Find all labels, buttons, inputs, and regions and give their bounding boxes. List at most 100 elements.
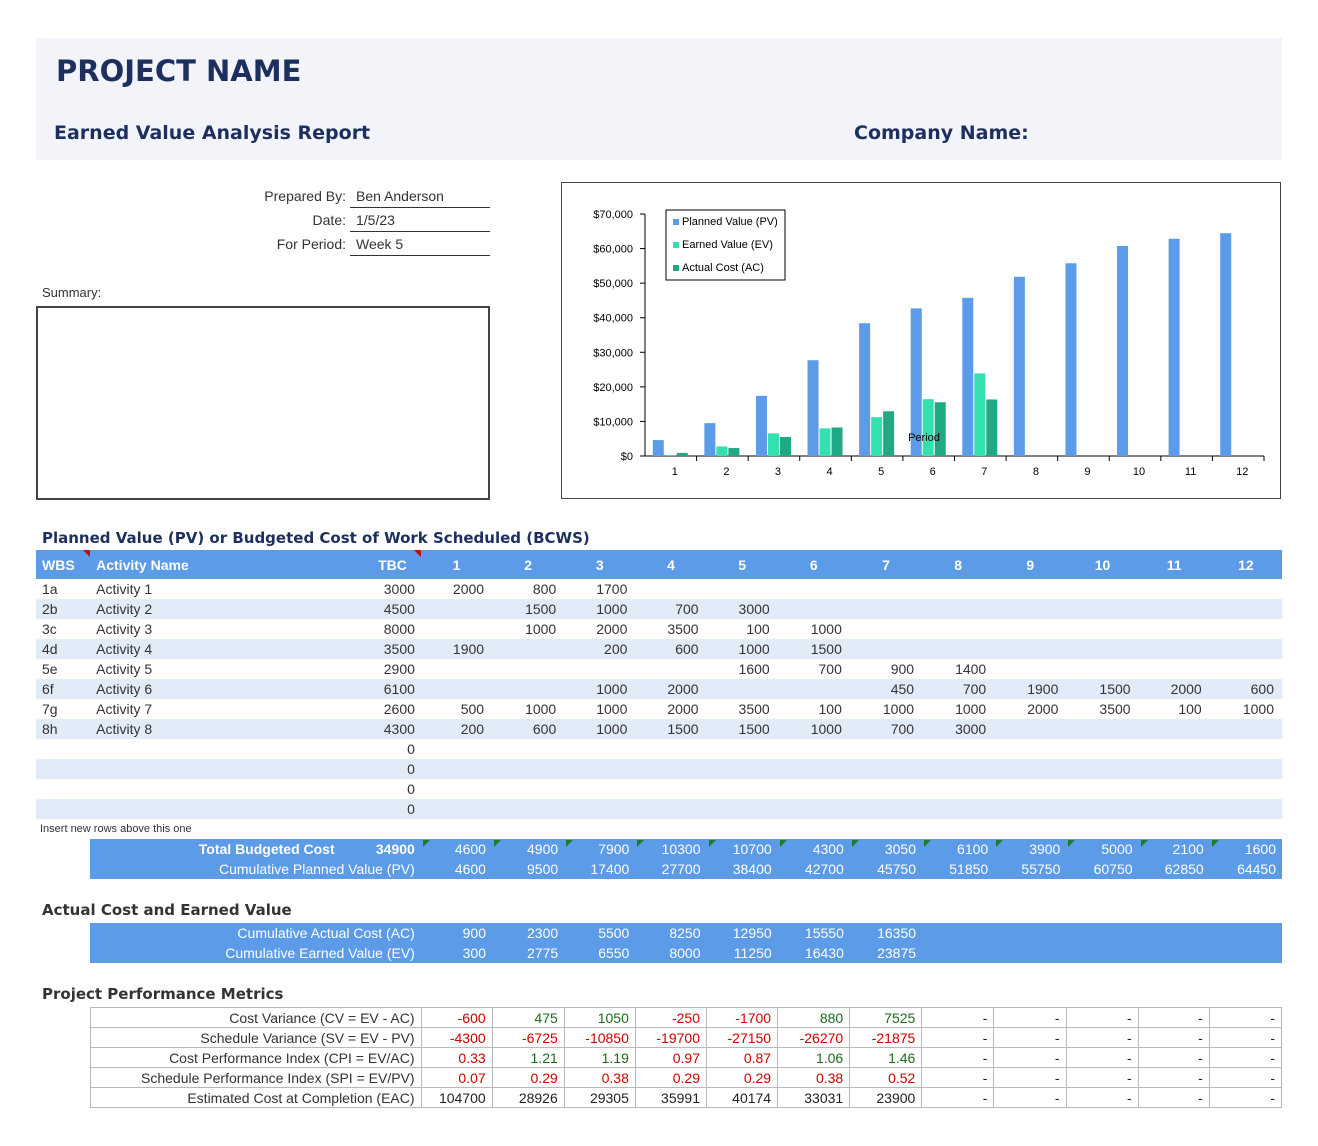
period-value-cell[interactable]: 100 xyxy=(818,701,842,717)
bar-ev-period-2[interactable] xyxy=(716,446,728,456)
period-value-cell[interactable]: 1500 xyxy=(706,719,778,739)
tbc-cell[interactable]: 3000 xyxy=(383,581,415,597)
wbs-cell[interactable]: 6f xyxy=(36,679,91,699)
period-field[interactable]: Week 5 xyxy=(350,236,490,256)
bar-pv-period-5[interactable] xyxy=(859,323,871,456)
period-value-cell[interactable] xyxy=(922,799,995,819)
period-value-cell[interactable] xyxy=(922,739,994,759)
prepared-by-field[interactable]: Ben Anderson xyxy=(350,188,490,208)
period-value-cell[interactable]: 800 xyxy=(532,581,557,597)
period-value-cell[interactable] xyxy=(850,619,922,639)
bar-ac-period-2[interactable] xyxy=(728,448,740,456)
cumulative-ac-cell[interactable] xyxy=(1138,923,1210,943)
period-value-cell[interactable]: 3500 xyxy=(667,621,699,637)
cumulative-ac-cell[interactable]: 15550 xyxy=(777,923,850,943)
period-value-cell[interactable]: 1000 xyxy=(564,679,636,699)
wbs-cell[interactable]: 3c xyxy=(42,621,57,637)
period-value-cell[interactable] xyxy=(778,579,850,599)
period-value-cell[interactable] xyxy=(849,639,923,659)
period-value-cell[interactable] xyxy=(1139,779,1210,799)
period-value-cell[interactable]: 2000 xyxy=(596,621,628,637)
period-value-cell[interactable] xyxy=(994,639,1067,659)
bar-ac-period-3[interactable] xyxy=(779,436,791,456)
cumulative-ev-cell[interactable] xyxy=(1209,943,1282,963)
period-value-cell[interactable] xyxy=(707,739,778,759)
period-value-cell[interactable] xyxy=(1066,579,1138,599)
period-value-cell[interactable]: 1000 xyxy=(525,701,557,717)
period-value-cell[interactable]: 600 xyxy=(635,639,707,659)
period-value-cell[interactable]: 700 xyxy=(818,661,842,677)
activity-name-cell[interactable] xyxy=(90,779,341,799)
period-value-cell[interactable] xyxy=(635,579,706,599)
period-value-cell[interactable]: 500 xyxy=(460,701,485,717)
period-value-cell[interactable] xyxy=(420,599,493,619)
wbs-cell[interactable] xyxy=(36,739,90,759)
tbc-cell[interactable]: 6100 xyxy=(340,679,421,699)
tbc-cell[interactable]: 2900 xyxy=(383,661,415,677)
bar-pv-period-10[interactable] xyxy=(1117,245,1129,456)
period-value-cell[interactable] xyxy=(850,739,922,759)
period-value-cell[interactable]: 1000 xyxy=(777,719,850,739)
period-value-cell[interactable]: 600 xyxy=(1209,679,1282,699)
period-value-cell[interactable] xyxy=(1210,619,1282,639)
header-period-8[interactable]: 8 xyxy=(922,550,995,579)
period-value-cell[interactable] xyxy=(849,599,923,619)
cumulative-ev-cell[interactable]: 16430 xyxy=(777,943,850,963)
period-value-cell[interactable]: 2000 xyxy=(635,679,707,699)
bar-pv-period-7[interactable] xyxy=(962,297,974,456)
period-value-cell[interactable] xyxy=(564,739,635,759)
cumulative-ac-cell[interactable]: 8250 xyxy=(635,923,707,943)
activity-name-cell[interactable]: Activity 5 xyxy=(96,661,153,677)
cumulative-ac-cell[interactable]: 5500 xyxy=(564,923,636,943)
period-value-cell[interactable]: 1500 xyxy=(635,719,707,739)
wbs-cell[interactable]: 1a xyxy=(42,581,58,597)
period-value-cell[interactable] xyxy=(706,799,778,819)
period-value-cell[interactable] xyxy=(1139,659,1210,679)
cumulative-ev-cell[interactable] xyxy=(922,943,995,963)
header-period-5[interactable]: 5 xyxy=(706,550,778,579)
period-value-cell[interactable]: 200 xyxy=(564,639,636,659)
period-value-cell[interactable]: 2000 xyxy=(452,581,485,597)
period-value-cell[interactable] xyxy=(994,739,1066,759)
period-value-cell[interactable] xyxy=(922,599,995,619)
period-value-cell[interactable] xyxy=(1066,739,1138,759)
period-value-cell[interactable] xyxy=(421,739,492,759)
period-value-cell[interactable] xyxy=(420,799,493,819)
wbs-cell[interactable]: 8h xyxy=(36,719,91,739)
period-value-cell[interactable]: 1000 xyxy=(596,701,628,717)
bar-ev-period-4[interactable] xyxy=(819,428,831,456)
bar-ac-period-4[interactable] xyxy=(831,427,843,456)
period-value-cell[interactable]: 1000 xyxy=(564,719,636,739)
period-value-cell[interactable] xyxy=(421,659,492,679)
bar-ev-period-7[interactable] xyxy=(974,373,986,456)
period-value-cell[interactable] xyxy=(492,659,564,679)
tbc-cell[interactable]: 0 xyxy=(407,741,415,757)
period-value-cell[interactable] xyxy=(1066,779,1138,799)
period-value-cell[interactable] xyxy=(492,639,565,659)
period-value-cell[interactable] xyxy=(564,779,635,799)
cumulative-ac-cell[interactable]: 2300 xyxy=(492,923,565,943)
wbs-cell[interactable]: 4d xyxy=(36,639,91,659)
period-value-cell[interactable] xyxy=(420,759,493,779)
bar-ac-period-1[interactable] xyxy=(676,452,688,456)
bar-pv-period-9[interactable] xyxy=(1065,263,1077,456)
period-value-cell[interactable] xyxy=(564,659,635,679)
period-value-cell[interactable] xyxy=(635,759,707,779)
activity-name-cell[interactable]: Activity 3 xyxy=(96,621,153,637)
period-value-cell[interactable] xyxy=(706,679,778,699)
header-period-11[interactable]: 11 xyxy=(1138,550,1210,579)
tbc-cell[interactable]: 8000 xyxy=(383,621,415,637)
header-period-6[interactable]: 6 xyxy=(777,550,850,579)
bar-pv-period-2[interactable] xyxy=(704,423,716,456)
period-value-cell[interactable] xyxy=(777,599,850,619)
period-value-cell[interactable] xyxy=(778,739,850,759)
period-value-cell[interactable] xyxy=(850,579,922,599)
period-value-cell[interactable] xyxy=(635,659,706,679)
period-value-cell[interactable] xyxy=(922,579,994,599)
period-value-cell[interactable] xyxy=(707,779,778,799)
header-period-9[interactable]: 9 xyxy=(994,550,1067,579)
cumulative-ev-cell[interactable] xyxy=(994,943,1067,963)
cumulative-ev-cell[interactable]: 300 xyxy=(420,943,492,963)
bar-pv-period-8[interactable] xyxy=(1013,276,1025,456)
activity-name-cell[interactable]: Activity 8 xyxy=(90,719,341,739)
